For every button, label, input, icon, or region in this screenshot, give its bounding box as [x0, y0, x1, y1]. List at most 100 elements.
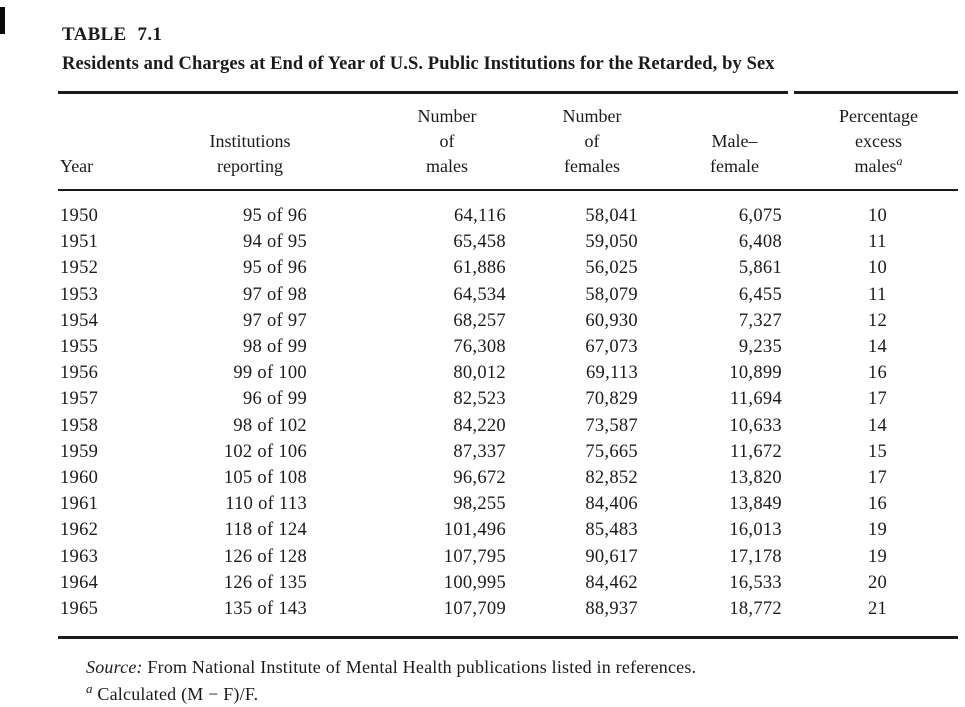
table-row: 1957 96 of 99 82,523 70,829 11,694 17 [58, 386, 958, 412]
table-row: 1953 97 of 98 64,534 58,079 6,455 11 [58, 282, 958, 308]
header-line: males [426, 156, 468, 176]
table-cell: 76,308 [453, 337, 506, 358]
table-cell: 11 [868, 232, 887, 253]
table-cell: 61,886 [453, 258, 506, 279]
table-cell: 1950 [60, 206, 99, 226]
table-body: 1950 95 of 96 64,116 58,041 6,075 10 1951 94 of… [58, 190, 958, 636]
table-cell: 1960 [60, 468, 99, 489]
table-cell: 98 of 102 [233, 415, 307, 436]
source-note: Source: From National Institute of Menta… [86, 655, 965, 679]
table-cell: 10,899 [729, 363, 782, 384]
table-cell: 10,633 [729, 415, 782, 436]
table-cell: 135 of 143 [223, 599, 307, 620]
header-line: Institutions [209, 131, 291, 151]
table-row: 1965 135 of 143 107,709 88,937 18,772 21 [58, 596, 958, 636]
table-cell: 1952 [60, 258, 99, 279]
table-cell: 58,079 [585, 284, 638, 305]
top-rule [58, 91, 958, 94]
table-cell: 12 [867, 310, 888, 331]
header-line: of [584, 131, 600, 151]
table-cell: 98,255 [453, 494, 506, 515]
table-cell: 16 [867, 494, 888, 515]
header-line: Year [60, 156, 94, 176]
bottom-rule [58, 636, 958, 640]
table-cell: 64,116 [454, 206, 506, 226]
source-label: Source: [86, 657, 143, 678]
table-label: TABLE 7.1 [62, 24, 163, 45]
table-cell: 1963 [60, 546, 99, 567]
table-cell: 1951 [60, 232, 99, 253]
table-cell: 10 [867, 258, 888, 279]
column-header-institutions-reporting: Institutions reporting [173, 94, 313, 191]
table-cell: 99 of 100 [233, 363, 307, 384]
table-row: 1951 94 of 95 65,458 59,050 6,408 11 [58, 229, 958, 255]
table-cell: 1962 [60, 520, 99, 541]
table-row: 1959 102 of 106 87,337 75,665 11,672 15 [58, 439, 958, 465]
footnote-marker: a [86, 681, 93, 697]
table-cell: 6,408 [738, 232, 782, 253]
table-row: 1950 95 of 96 64,116 58,041 6,075 10 [58, 190, 958, 229]
table-cell: 64,534 [453, 284, 506, 305]
table-row: 1963 126 of 128 107,795 90,617 17,178 19 [58, 544, 958, 570]
data-table: Year Institutions reporting Number of males Nu… [58, 94, 958, 636]
table-cell: 59,050 [585, 232, 638, 253]
table-row: 1960 105 of 108 96,672 82,852 13,820 17 [58, 465, 958, 491]
header-line: of [439, 131, 455, 151]
column-header-number-of-males: Number of males [313, 94, 508, 191]
table-cell: 9,235 [738, 337, 782, 358]
table-cell: 1961 [60, 494, 99, 515]
table-cell: 11,672 [730, 441, 782, 462]
table-cell: 1964 [60, 572, 99, 593]
table-cell: 1958 [60, 415, 99, 436]
table-cell: 82,852 [585, 468, 638, 489]
table-cell: 110 of 113 [225, 494, 307, 515]
table-cell: 69,113 [586, 363, 638, 384]
header-line: males [854, 156, 897, 176]
table-cell: 126 of 128 [223, 546, 307, 567]
table-cell: 118 of 124 [224, 520, 307, 541]
footnote: a Calculated (M − F)/F. [86, 682, 965, 706]
table-cell: 20 [867, 572, 888, 593]
table-cell: 1959 [60, 441, 99, 462]
table-cell: 70,829 [585, 389, 638, 410]
table-cell: 73,587 [585, 415, 638, 436]
header-line: reporting [217, 156, 283, 176]
table-cell: 60,930 [585, 310, 638, 331]
table-cell: 14 [867, 415, 888, 436]
table-cell: 7,327 [738, 310, 782, 331]
column-header-percentage-excess-males: Percentage excess malesa [783, 94, 958, 191]
header-line: Number [562, 106, 622, 126]
table-cell: 1953 [60, 284, 99, 305]
table-cell: 16 [867, 363, 888, 384]
table-row: 1958 98 of 102 84,220 73,587 10,633 14 [58, 413, 958, 439]
column-header-year: Year [58, 94, 173, 191]
footnote-text: Calculated (M − F)/F. [92, 684, 259, 705]
table-cell: 5,861 [738, 258, 782, 279]
table-cell: 17 [867, 389, 888, 410]
table-cell: 19 [867, 546, 888, 567]
table-row: 1952 95 of 96 61,886 56,025 5,861 10 [58, 255, 958, 281]
table-cell: 11,694 [730, 389, 782, 410]
table-cell: 84,462 [585, 572, 638, 593]
table-title: Residents and Charges at End of Year of … [62, 54, 775, 74]
column-header-number-of-females: Number of females [508, 94, 648, 191]
source-text: From National Institute of Mental Health… [142, 657, 697, 678]
table-cell: 95 of 96 [242, 258, 307, 279]
table-cell: 17 [867, 468, 888, 489]
table-cell: 97 of 98 [242, 284, 307, 305]
column-header-male-female: Male– female [648, 94, 783, 191]
table-cell: 100,995 [443, 572, 506, 593]
header-line: Number [417, 106, 477, 126]
table-cell: 6,075 [738, 206, 782, 226]
table-row: 1955 98 of 99 76,308 67,073 9,235 14 [58, 334, 958, 360]
table-cell: 85,483 [585, 520, 638, 541]
table-cell: 21 [867, 599, 888, 620]
table-row: 1961 110 of 113 98,255 84,406 13,849 16 [58, 491, 958, 517]
table-cell: 68,257 [453, 310, 506, 331]
table-row: 1956 99 of 100 80,012 69,113 10,899 16 [58, 360, 958, 386]
table-cell: 56,025 [585, 258, 638, 279]
table-cell: 82,523 [453, 389, 506, 410]
table-cell: 126 of 135 [223, 572, 307, 593]
table-cell: 96,672 [453, 468, 506, 489]
